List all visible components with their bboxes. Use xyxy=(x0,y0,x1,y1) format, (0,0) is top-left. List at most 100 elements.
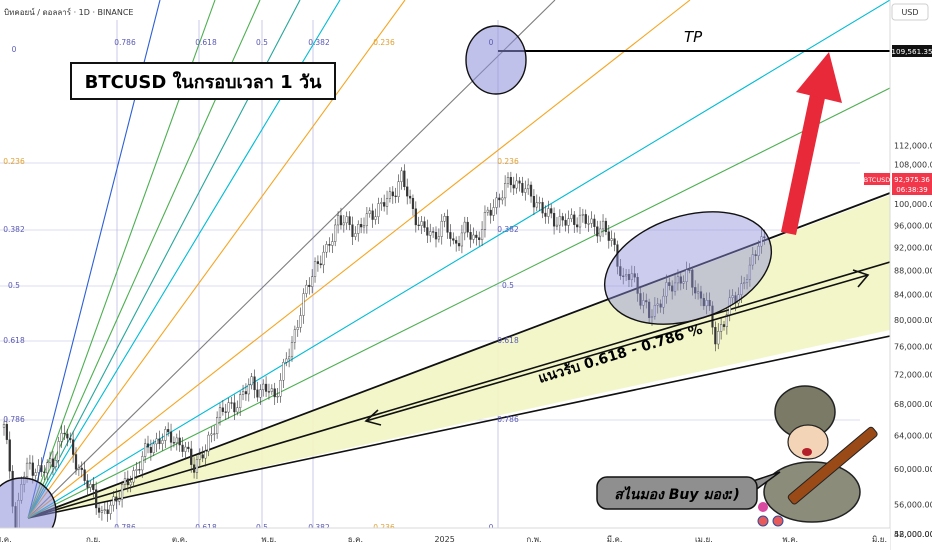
fan-line xyxy=(27,0,406,519)
candle-body xyxy=(167,429,170,433)
candle-body xyxy=(201,454,204,459)
candle-body xyxy=(388,191,392,199)
speech-bubble-box xyxy=(596,476,758,510)
candle-body xyxy=(587,223,590,225)
candle-body xyxy=(31,462,34,476)
candle-body xyxy=(210,433,213,436)
candle-body xyxy=(253,376,256,391)
candle-body xyxy=(414,208,417,226)
candle-body xyxy=(694,287,697,294)
y-tick-label: 100,000.00 xyxy=(894,200,932,209)
candle-body xyxy=(299,315,302,328)
price-axis[interactable] xyxy=(890,0,932,550)
candle-body xyxy=(668,282,671,286)
tp-price-text: 109,561.35 xyxy=(891,47,932,56)
candle-body xyxy=(28,462,32,464)
candle-body xyxy=(432,231,435,233)
y-tick-label: 84,000.00 xyxy=(894,291,932,300)
fib-label: 0.5 xyxy=(502,281,514,290)
candle-body xyxy=(662,295,665,308)
candle-body xyxy=(89,484,92,488)
candle-body xyxy=(100,510,104,513)
fib-label: 0.618 xyxy=(3,336,25,345)
candle-body xyxy=(328,244,331,246)
candle-body xyxy=(365,213,368,226)
candle-body xyxy=(80,467,83,470)
candle-body xyxy=(106,509,109,514)
candle-body xyxy=(650,316,654,318)
candle-body xyxy=(103,509,106,511)
candle-body xyxy=(357,224,360,234)
candle-body xyxy=(319,263,322,266)
y-tick-label: 52,000.00 xyxy=(894,530,932,539)
candle-body xyxy=(152,443,155,453)
currency-button[interactable] xyxy=(891,3,929,21)
candle-body xyxy=(48,458,52,463)
candle-body xyxy=(34,472,37,476)
candle-body xyxy=(74,454,78,470)
candle-body xyxy=(267,391,271,393)
last-price-text: 92,975.36 xyxy=(894,176,930,184)
candle-body xyxy=(40,465,43,473)
candle-body xyxy=(118,498,121,502)
candle-body xyxy=(51,458,55,468)
candle-body xyxy=(348,216,351,225)
candle-body xyxy=(109,504,112,514)
fib-label: 0.5 xyxy=(8,281,20,290)
candle-body xyxy=(555,224,559,227)
candle-body xyxy=(158,438,161,444)
chart-title: BTCUSD ในกรอบเวลา 1 วัน xyxy=(85,71,322,93)
candle-body xyxy=(671,285,674,292)
candle-body xyxy=(63,432,66,435)
fib-label: 0.382 xyxy=(497,225,519,234)
candle-body xyxy=(368,210,371,214)
candle-body xyxy=(581,214,584,216)
candle-body xyxy=(705,300,708,307)
candle-body xyxy=(725,314,728,327)
candle-body xyxy=(313,261,317,277)
candle-body xyxy=(120,484,124,500)
candle-body xyxy=(54,460,57,468)
red-arrow-head xyxy=(796,52,842,103)
candle-body xyxy=(463,221,466,234)
candle-body xyxy=(377,203,380,217)
candle-body xyxy=(558,216,561,226)
candle-body xyxy=(138,469,141,471)
candle-body xyxy=(132,470,135,483)
candle-body xyxy=(506,177,510,184)
tp-label: TP xyxy=(684,28,703,46)
y-tick-label: 56,000.00 xyxy=(894,501,932,510)
candle-body xyxy=(66,433,69,439)
red-arrow-shaft xyxy=(781,80,828,235)
candle-body xyxy=(483,212,487,230)
candle-body xyxy=(613,238,616,245)
candle-body xyxy=(236,407,239,413)
candle-body xyxy=(334,224,337,242)
fib-label: 0.786 xyxy=(3,415,25,424)
x-tick-label: มิ.ย. xyxy=(872,535,887,544)
last-price-tag xyxy=(892,173,932,195)
candle-body xyxy=(164,429,167,441)
time-axis[interactable] xyxy=(0,528,890,550)
candle-body xyxy=(599,228,602,237)
candle-body xyxy=(339,215,343,226)
candle-body xyxy=(380,202,383,204)
candle-body xyxy=(37,465,40,473)
candle-body xyxy=(290,342,294,358)
y-tick-label: 108,000.00 xyxy=(894,160,932,169)
candle-body xyxy=(95,489,98,509)
candle-body xyxy=(524,188,527,193)
candle-body xyxy=(141,456,144,471)
candle-body xyxy=(527,184,530,190)
candle-body xyxy=(688,269,691,271)
candle-body xyxy=(717,331,720,345)
candle-body xyxy=(639,293,642,306)
candle-body xyxy=(440,220,443,237)
event-markers xyxy=(757,502,784,527)
candle-body xyxy=(161,440,164,444)
candle-body xyxy=(316,261,320,264)
candle-body xyxy=(112,496,115,506)
candle-body xyxy=(760,236,763,247)
y-tick-label: 88,000.00 xyxy=(894,266,932,275)
